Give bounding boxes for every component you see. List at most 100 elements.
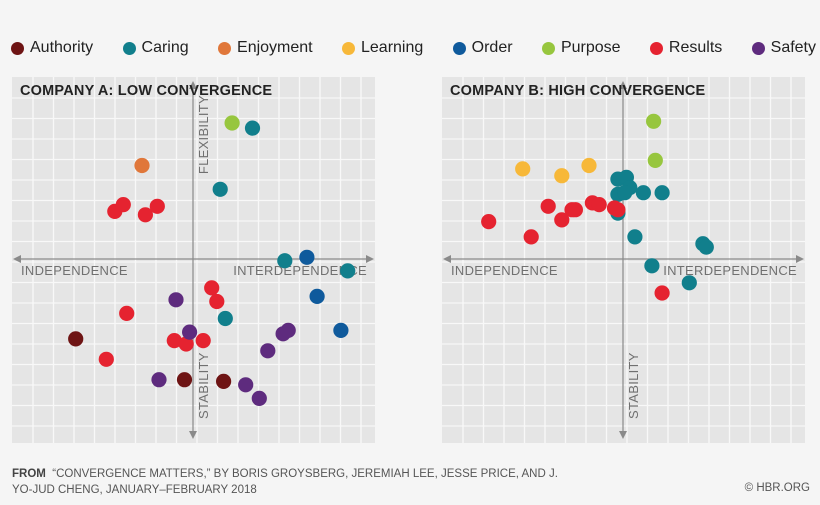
- data-point-caring: [681, 275, 697, 291]
- copyright-credit: © HBR.ORG: [744, 482, 810, 494]
- data-point-purpose: [224, 115, 240, 131]
- data-point-order: [299, 249, 315, 265]
- x-axis-label-right: INTERDEPENDENCE: [233, 263, 367, 278]
- data-point-safety: [260, 343, 276, 359]
- data-point-caring: [217, 310, 233, 327]
- legend-swatch: [218, 41, 232, 55]
- legend-item-authority: Authority: [11, 39, 93, 57]
- data-point-results: [149, 198, 165, 214]
- data-point-safety: [168, 292, 184, 308]
- y-axis-label-bottom: STABILITY: [626, 352, 641, 419]
- legend-item-enjoyment: Enjoyment: [218, 39, 313, 57]
- data-point-caring: [244, 120, 261, 136]
- legend-swatch: [649, 41, 663, 55]
- chart-title: COMPANY A: LOW CONVERGENCE: [20, 83, 273, 99]
- data-point-results: [606, 200, 623, 216]
- data-point-safety: [182, 324, 198, 340]
- data-point-results: [654, 285, 670, 301]
- series-authority: [68, 331, 232, 389]
- legend-swatch: [751, 41, 765, 55]
- chart-panel-company-b: INDEPENDENCE INTERDEPENDENCE STABILITY COM…: [442, 77, 805, 443]
- y-axis-label-top: FLEXIBILITY: [196, 95, 211, 174]
- y-axis-arrow-top: [619, 81, 627, 89]
- data-point-results: [554, 212, 570, 228]
- data-point-caring: [617, 185, 633, 201]
- x-axis-arrow-left: [443, 255, 451, 263]
- data-point-safety: [238, 377, 254, 393]
- data-point-purpose: [646, 113, 662, 129]
- legend-label: Order: [471, 39, 513, 56]
- x-axis-arrow-right: [366, 255, 374, 263]
- scatter-plot-company-b: INDEPENDENCE INTERDEPENDENCE STABILITY: [442, 77, 805, 443]
- source-label: FROM: [12, 468, 46, 480]
- legend-item-learning: Learning: [342, 39, 423, 57]
- source-note: FROM “CONVERGENCE MATTERS,” BY BORIS GRO…: [12, 467, 572, 498]
- data-point-caring: [698, 239, 714, 255]
- legend-label: Authority: [30, 39, 94, 56]
- data-point-results: [564, 202, 580, 218]
- series-learning: [515, 157, 597, 184]
- legend-swatch: [342, 41, 355, 55]
- scatter-plot-company-a: INDEPENDENCE INTERDEPENDENCE FLEXIBILITY ST…: [12, 77, 375, 443]
- data-point-caring: [212, 181, 228, 197]
- data-point-caring: [277, 253, 293, 269]
- data-point-results: [591, 197, 607, 213]
- source-citation: “CONVERGENCE MATTERS,” BY BORIS GROYSBER…: [12, 468, 558, 496]
- data-point-caring: [644, 258, 660, 274]
- data-point-results: [523, 229, 539, 245]
- y-axis-arrow-bottom: [189, 431, 197, 439]
- x-axis-label-right: INTERDEPENDENCE: [663, 263, 797, 278]
- data-point-caring: [635, 185, 651, 201]
- series-caring: [212, 120, 356, 327]
- data-point-results: [115, 197, 131, 213]
- series-results: [481, 195, 670, 301]
- data-point-purpose: [647, 152, 663, 168]
- legend-label: Caring: [141, 39, 189, 56]
- x-axis-arrow-left: [13, 255, 21, 263]
- data-point-results: [98, 351, 114, 367]
- data-point-authority: [216, 373, 232, 389]
- series-order: [299, 249, 349, 338]
- legend-label: Results: [668, 39, 723, 56]
- data-point-authority: [68, 331, 84, 347]
- data-point-caring: [627, 229, 643, 245]
- data-point-safety: [251, 390, 267, 406]
- data-point-caring: [340, 263, 356, 279]
- data-point-results: [137, 207, 153, 223]
- data-point-learning: [581, 157, 597, 174]
- data-point-results: [178, 336, 194, 352]
- data-point-results: [119, 305, 135, 321]
- chart-title: COMPANY B: HIGH CONVERGENCE: [450, 83, 706, 99]
- data-point-authority: [176, 372, 193, 388]
- data-point-results: [481, 214, 497, 230]
- legend-item-purpose: Purpose: [541, 39, 621, 57]
- data-point-order: [333, 322, 349, 338]
- data-point-caring: [654, 185, 670, 201]
- series-safety: [151, 292, 296, 406]
- data-point-learning: [515, 161, 531, 177]
- series-results: [98, 197, 225, 367]
- legend-item-caring: Caring: [122, 39, 189, 57]
- data-point-learning: [554, 168, 570, 184]
- y-axis-arrow-bottom: [619, 431, 627, 439]
- x-axis-arrow-right: [796, 255, 804, 263]
- data-point-results: [209, 293, 225, 310]
- data-point-results: [204, 280, 220, 296]
- legend-label: Purpose: [560, 39, 621, 56]
- series-purpose: [224, 115, 240, 131]
- data-point-safety: [151, 372, 167, 388]
- legend-label: Safety: [770, 39, 816, 56]
- data-point-results: [195, 333, 211, 349]
- legend-label: Learning: [361, 39, 424, 56]
- series-enjoyment: [134, 157, 150, 174]
- y-axis-label-bottom: STABILITY: [196, 352, 211, 419]
- legend-swatch: [541, 41, 555, 55]
- x-axis-label-left: INDEPENDENCE: [451, 263, 558, 278]
- legend-swatch: [452, 41, 466, 55]
- legend-item-safety: Safety: [751, 39, 816, 57]
- x-axis-label-left: INDEPENDENCE: [21, 263, 128, 278]
- y-axis-arrow-top: [189, 81, 197, 89]
- legend-item-results: Results: [649, 39, 723, 57]
- data-point-results: [540, 198, 556, 214]
- data-point-enjoyment: [134, 157, 150, 174]
